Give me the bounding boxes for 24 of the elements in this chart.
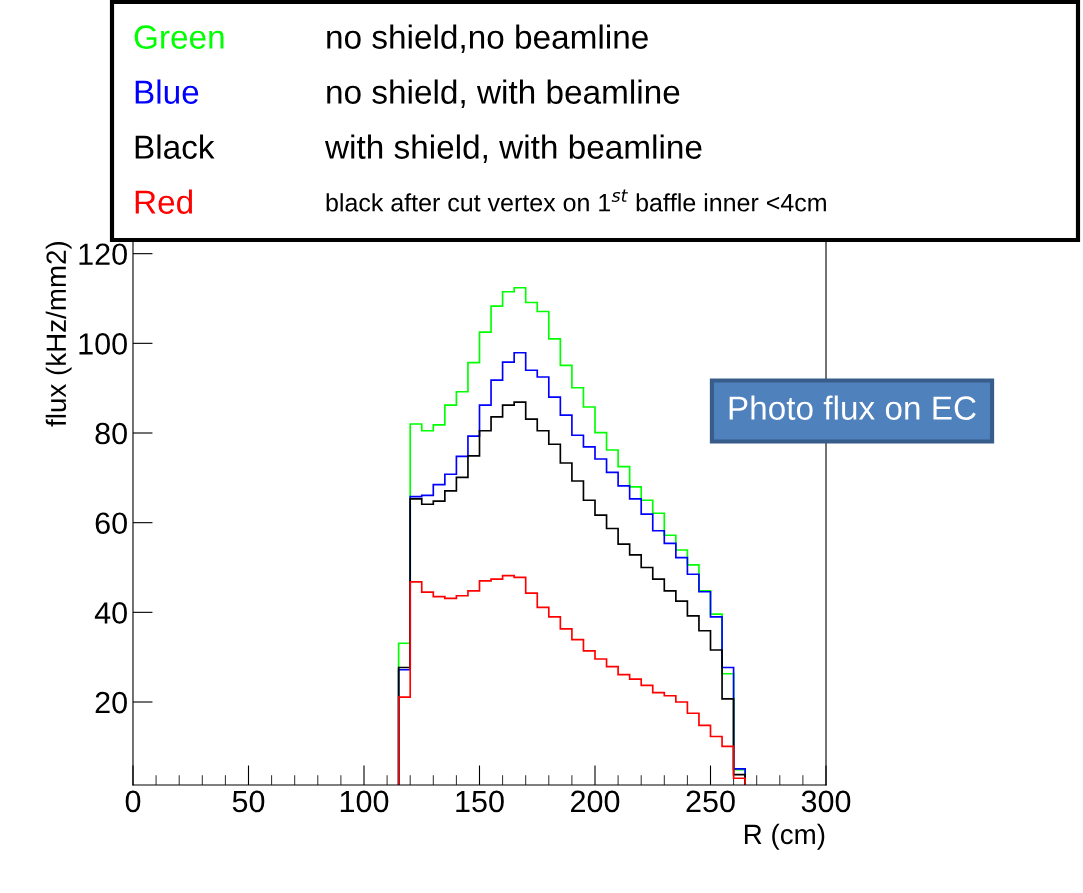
- text: with shield, with beamline: [324, 134, 702, 163]
- annotation: Photo flux on EC: [729, 395, 976, 420]
- x-tick-label: 150: [456, 790, 504, 813]
- text: Green: [134, 25, 224, 49]
- text: no shield, with beamline: [327, 79, 680, 108]
- y-tick-label: 60: [95, 512, 127, 535]
- x-axis-title: R (cm): [744, 823, 825, 850]
- text: Black: [135, 134, 215, 159]
- x-tick-label: 200: [571, 790, 620, 813]
- x-tick-label: 50: [232, 790, 265, 813]
- y-tick-label: 100: [79, 333, 127, 355]
- y-tick-label: 120: [79, 243, 127, 266]
- x-tick-label: 100: [340, 790, 389, 813]
- y-tick-label: 20: [95, 691, 127, 714]
- y-tick-label: 40: [94, 602, 127, 624]
- text: Blue: [135, 79, 199, 104]
- x-tick-label: 250: [686, 790, 735, 813]
- y-axis-title: flux (kHz/mm2): [45, 241, 72, 427]
- text: black after cut vertex on 1$^{st}$ baffle inner <4cm: [326, 189, 826, 212]
- text: Red: [135, 189, 192, 214]
- text: no shield,no beamline: [327, 24, 648, 53]
- x-tick-label: 0: [125, 790, 141, 813]
- y-tick-label: 80: [95, 422, 127, 445]
- x-tick-label: 300: [801, 790, 851, 813]
